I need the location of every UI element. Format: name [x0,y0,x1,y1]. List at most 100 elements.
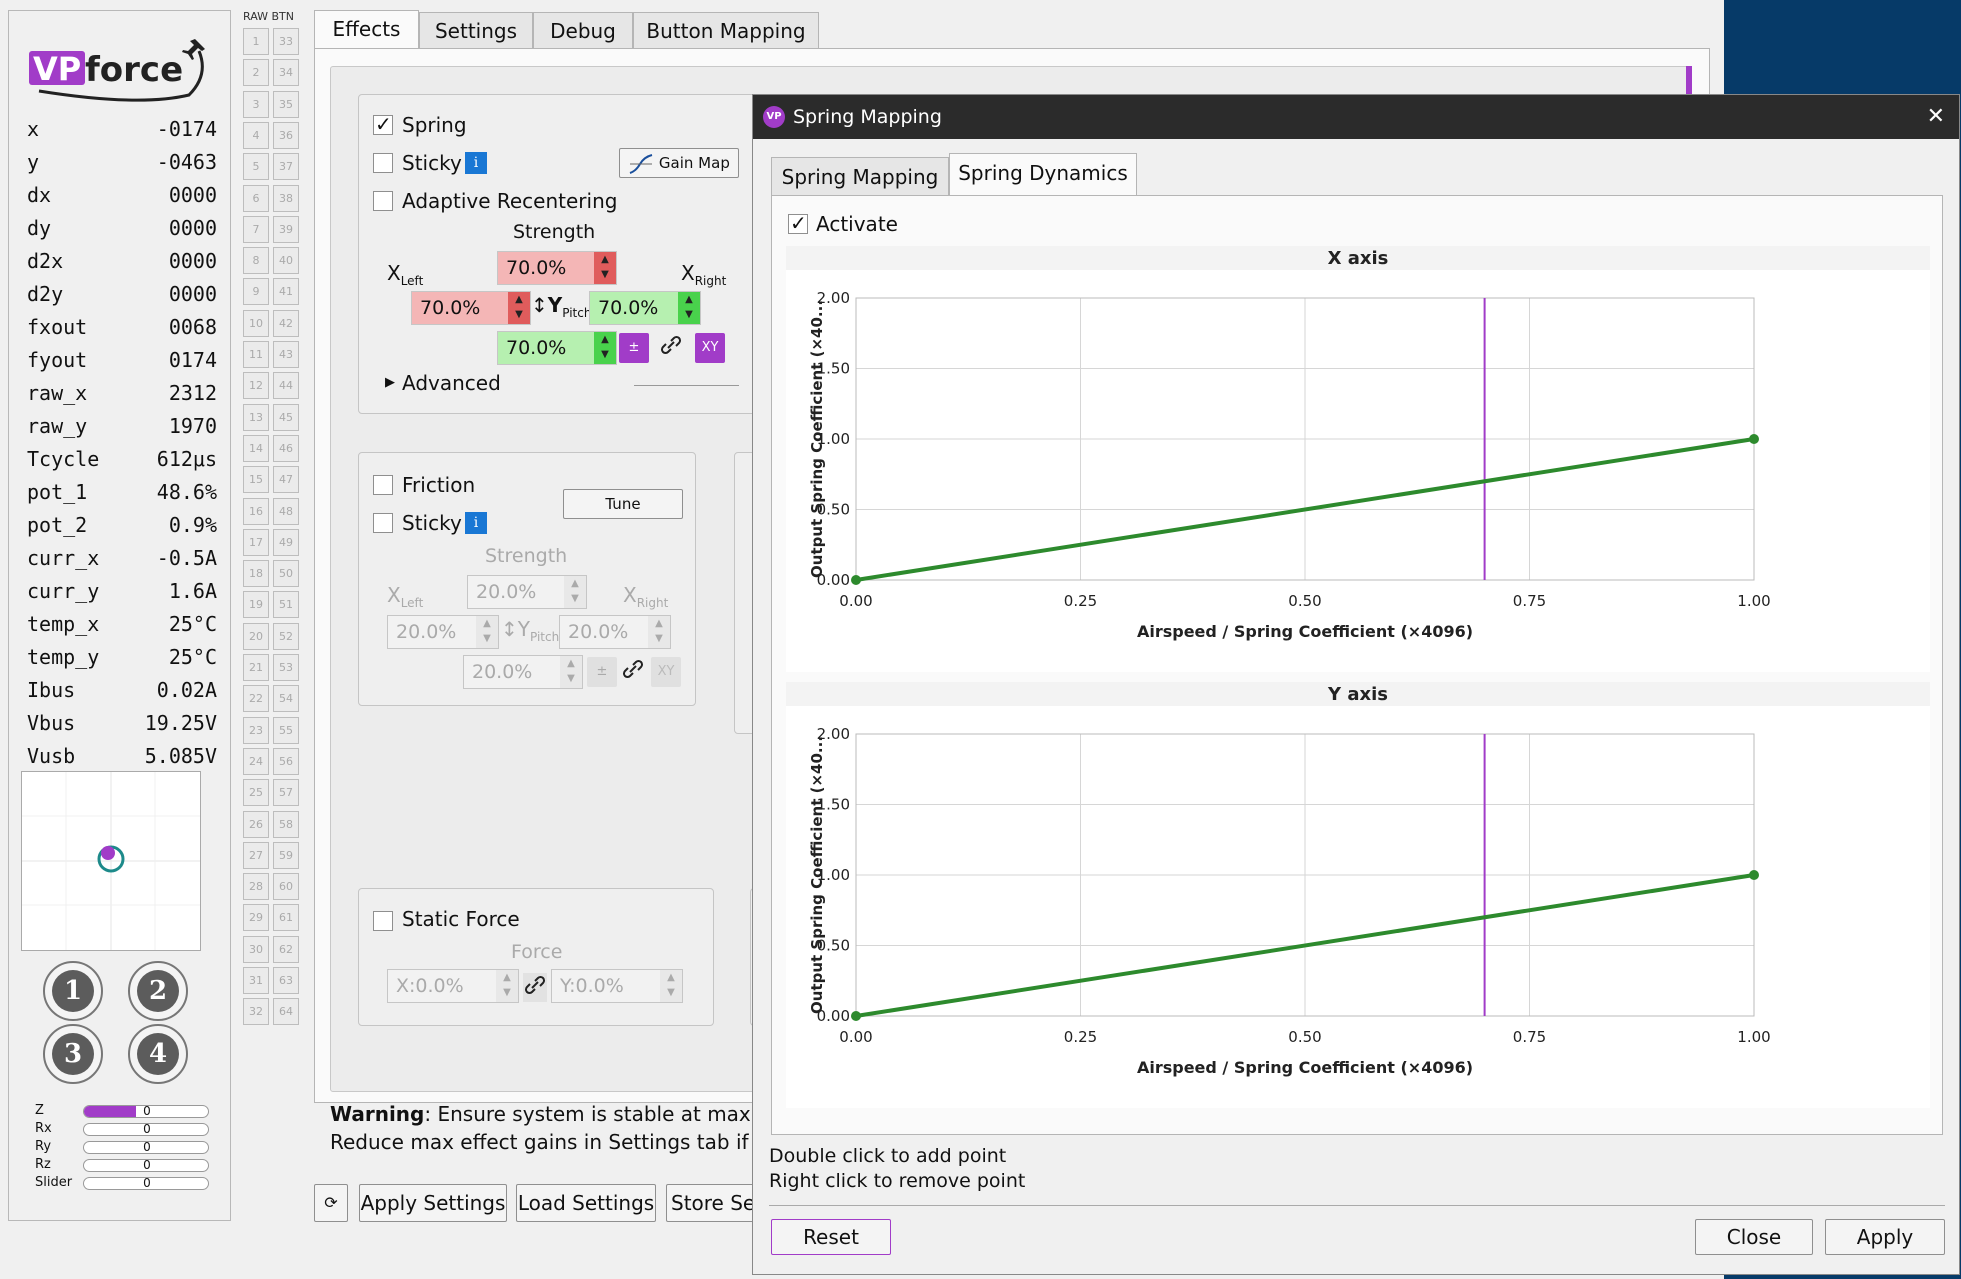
static-force-y-spinbox[interactable]: Y:0.0% ▲ ▼ [551,969,683,1003]
axis-label: Rx [35,1121,52,1136]
spring-label: Spring [402,113,467,137]
tab-debug[interactable]: Debug [533,12,633,50]
refresh-button[interactable]: ⟳ [314,1184,348,1222]
raw-button-indicator: 45 [273,403,299,431]
dialog-title-bar[interactable]: VP Spring Mapping ✕ [753,95,1959,139]
static-force-checkbox[interactable] [373,911,393,931]
scrollbar-handle[interactable] [1686,66,1692,96]
chart-title-bar [786,682,1930,706]
tab-button-mapping[interactable]: Button Mapping [633,12,819,50]
spring-top-spinbox[interactable]: 70.0% ▲ ▼ [497,251,617,285]
link-icon[interactable] [659,333,683,362]
raw-button-indicator: 20 [243,622,269,650]
raw-button-indicator: 47 [273,466,299,494]
x-left-label: XLeft [387,261,424,288]
telemetry-name: fxout [27,315,88,339]
raw-button-indicator: 17 [243,528,269,556]
x-tick-label: 0.50 [1288,1028,1321,1046]
friction-bottom-spinbox[interactable]: 20.0% ▲ ▼ [463,655,583,689]
telemetry-name: d2x [27,249,64,273]
telemetry-row: d2y 0000 [27,282,217,315]
svg-text:force: force [85,50,183,90]
y-tick-label: 2.00 [817,725,850,743]
spring-left-spinbox[interactable]: 70.0% ▲ ▼ [411,291,531,325]
raw-button-indicator: 29 [243,904,269,932]
spring-sticky-checkbox[interactable] [373,153,393,173]
friction-sticky-checkbox[interactable] [373,513,393,533]
raw-button-indicator: 7 [243,215,269,243]
telemetry-value: 0000 [168,282,217,306]
telemetry-name: Vusb [27,744,76,768]
x-axis-chart[interactable]: X axis 0.00 0.25 0.50 0.75 1.00 0.00 0.50 1.00 1.… [786,246,1930,672]
telemetry-name: curr_y [27,579,100,603]
advanced-label[interactable]: Advanced [402,371,501,395]
dialog-close-icon[interactable]: ✕ [1926,104,1945,129]
y-axis-label: Output Spring Coefficient (×40... [808,736,826,1014]
friction-top-spinbox[interactable]: 20.0% ▲ ▼ [467,575,587,609]
raw-button-indicator: 30 [243,935,269,963]
raw-button-indicator: 27 [243,841,269,869]
gain-map-button[interactable]: Gain Map [619,148,739,178]
symmetric-toggle-button[interactable]: ± [619,333,649,363]
x-axis-label: Airspeed / Spring Coefficient (×4096) [1137,622,1473,641]
y-tick-label: 0.50 [817,501,850,519]
load-settings-button[interactable]: Load Settings [516,1184,656,1222]
friction-xy-button[interactable]: XY [651,657,681,687]
raw-button-indicator: 37 [273,153,299,181]
adaptive-recentering-label: Adaptive Recentering [402,189,618,213]
chart-title: Y axis [1327,684,1388,705]
close-button[interactable]: Close [1695,1219,1813,1255]
y-axis-chart[interactable]: Y axis 0.00 0.25 0.50 0.75 1.00 0.00 0.50 1.00 1.… [786,682,1930,1108]
raw-button-indicator: 63 [273,967,299,994]
tab-spring-dynamics[interactable]: Spring Dynamics [949,153,1137,197]
raw-button-indicator: 38 [273,184,299,212]
adaptive-recentering-checkbox[interactable] [373,191,393,211]
tab-spring-mapping[interactable]: Spring Mapping [771,157,949,197]
tab-settings[interactable]: Settings [419,12,533,50]
static-force-group: Static Force Force X:0.0% ▲ ▼ Y:0.0% ▲ ▼ [358,888,714,1026]
raw-button-indicator: 43 [273,341,299,368]
telemetry-value: 19.25V [144,711,217,735]
app-icon: VP [763,106,785,128]
axis-row-slider: Slider 0 [35,1175,215,1193]
static-force-x-spinbox[interactable]: X:0.0% ▲ ▼ [387,969,519,1003]
activate-checkbox[interactable] [788,211,808,235]
chart-title: X axis [1328,248,1389,269]
raw-button-indicator: 41 [273,278,299,306]
friction-sticky-info-icon[interactable]: i [465,512,487,534]
axis-label: Rz [35,1157,51,1172]
advanced-expand-icon[interactable]: ▶ [385,375,395,390]
friction-symmetric-button[interactable]: ± [587,657,617,687]
y-tick-label: 0.50 [817,937,850,955]
raw-button-indicator: 8 [243,247,269,275]
reset-button[interactable]: Reset [771,1219,891,1255]
spring-right-spinbox[interactable]: 70.0% ▲ ▼ [589,291,701,325]
telemetry-row: fxout 0068 [27,315,217,348]
telemetry-row: pot_2 0.9% [27,513,217,546]
static-force-link-icon[interactable] [523,973,547,1002]
friction-right-spinbox[interactable]: 20.0% ▲ ▼ [559,615,671,649]
friction-left-spinbox[interactable]: 20.0% ▲ ▼ [387,615,499,649]
spring-checkbox[interactable] [373,112,393,136]
telemetry-name: curr_x [27,546,100,570]
hint-remove-point: Right click to remove point [769,1170,1026,1192]
spring-sticky-info-icon[interactable]: i [465,152,487,174]
friction-checkbox[interactable] [373,475,393,495]
telemetry-row: Tcycle 612μs [27,447,217,480]
raw-button-indicator: 53 [273,654,299,681]
y-tick-label: 0.00 [817,1007,850,1025]
apply-button[interactable]: Apply [1825,1219,1945,1255]
apply-settings-button[interactable]: Apply Settings [359,1184,507,1222]
raw-button-indicator: 64 [273,998,299,1026]
raw-button-indicator: 60 [273,873,299,901]
friction-link-icon[interactable] [621,657,645,686]
spring-bottom-spinbox[interactable]: 70.0% ▲ ▼ [497,331,617,365]
telemetry-name: raw_y [27,414,88,438]
raw-button-indicator: 16 [243,497,269,525]
axis-fill [84,1106,137,1117]
tune-button[interactable]: Tune [563,489,683,519]
xy-toggle-button[interactable]: XY [695,333,725,363]
tab-effects[interactable]: Effects [314,10,419,52]
telemetry-value: 1.6A [168,579,217,603]
telemetry-row: Vbus 19.25V [27,711,217,744]
